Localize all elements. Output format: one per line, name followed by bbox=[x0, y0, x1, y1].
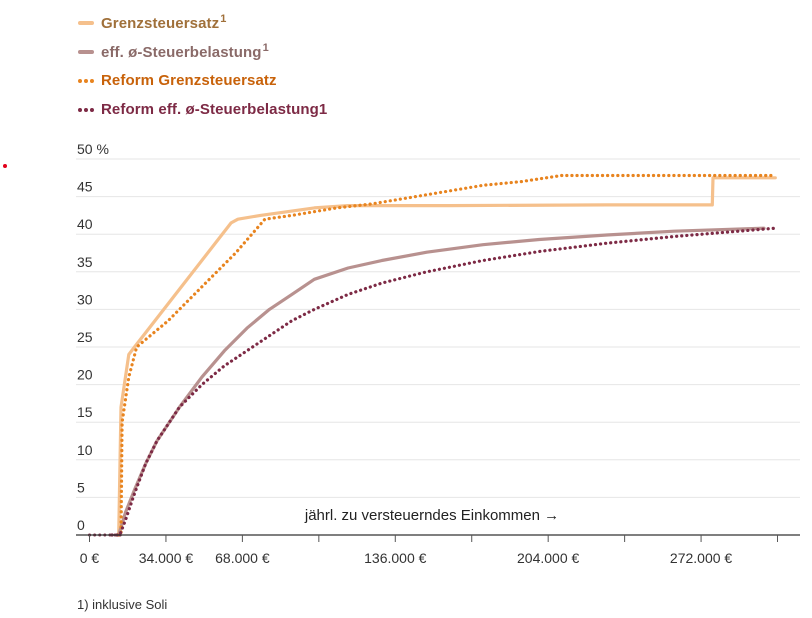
x-tick-label: 68.000 € bbox=[215, 550, 270, 566]
y-tick-label: 30 bbox=[77, 291, 93, 307]
legend-swatch bbox=[78, 49, 94, 54]
y-tick-label: 50 % bbox=[77, 141, 109, 157]
y-tick-label: 15 bbox=[77, 404, 93, 420]
legend-item: Grenzsteuersatz1 bbox=[78, 8, 327, 37]
legend-label: eff. ø-Steuerbelastung1 bbox=[101, 42, 269, 61]
legend-superscript: 1 bbox=[262, 42, 269, 54]
legend-label: Reform eff. ø-Steuerbelastung1 bbox=[101, 101, 328, 118]
grid-layer bbox=[76, 158, 800, 498]
legend-item: eff. ø-Steuerbelastung1 bbox=[78, 37, 327, 66]
axis-layer: 0 5 10 15 20 25 30 35 40 45 50 % 0 € 34.000 € 68.000 … bbox=[76, 141, 800, 566]
legend: Grenzsteuersatz1 eff. ø-Steuerbelastung1 R… bbox=[78, 8, 327, 124]
legend-swatch bbox=[78, 20, 94, 25]
legend-label: Grenzsteuersatz1 bbox=[101, 13, 227, 32]
y-tick-label: 20 bbox=[77, 367, 93, 383]
x-axis-label: jährl. zu versteuerndes Einkommen → bbox=[304, 507, 559, 524]
x-tick-label: 0 € bbox=[80, 550, 100, 566]
x-tick-label: 136.000 € bbox=[364, 550, 426, 566]
x-tick-label: 204.000 € bbox=[517, 550, 579, 566]
series-line bbox=[110, 226, 777, 537]
series-layer bbox=[87, 173, 777, 537]
series-line bbox=[114, 176, 777, 537]
y-tick-label: 45 bbox=[77, 179, 93, 195]
legend-superscript: 1 bbox=[220, 13, 227, 25]
x-tick-label: 34.000 € bbox=[139, 550, 194, 566]
red-marker-dot bbox=[3, 164, 7, 168]
legend-swatch bbox=[78, 78, 94, 83]
y-tick-label: 35 bbox=[77, 254, 93, 270]
y-tick-label: 5 bbox=[77, 479, 85, 495]
y-tick-label: 10 bbox=[77, 442, 93, 458]
legend-item: Reform Grenzsteuersatz bbox=[78, 66, 327, 95]
series-line bbox=[117, 226, 766, 537]
series-line bbox=[117, 173, 777, 537]
legend-item: Reform eff. ø-Steuerbelastung1 bbox=[78, 95, 327, 124]
y-tick-label: 0 bbox=[77, 517, 85, 533]
y-tick-label: 25 bbox=[77, 329, 93, 345]
x-tick-label: 272.000 € bbox=[670, 550, 732, 566]
legend-label: Reform Grenzsteuersatz bbox=[101, 72, 277, 89]
footnote: 1) inklusive Soli bbox=[77, 597, 168, 612]
legend-swatch bbox=[78, 107, 94, 112]
y-tick-label: 40 bbox=[77, 216, 93, 232]
